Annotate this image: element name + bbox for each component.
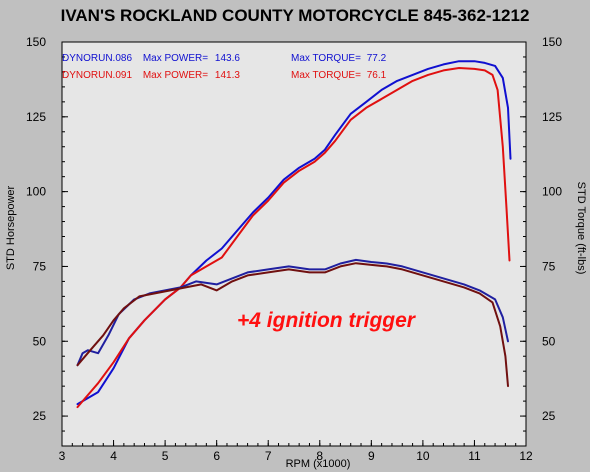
ignition-trigger-annotation: +4 ignition trigger <box>237 309 417 332</box>
y-tick-label: 100 <box>26 185 46 199</box>
svg-text:Max TORQUE= 76.1: Max TORQUE= 76.1 <box>291 70 387 81</box>
y2-tick-label: 150 <box>542 35 562 49</box>
legend-power-1: 143.6 <box>215 53 240 64</box>
x-tick-label: 3 <box>59 449 66 463</box>
y-tick-label: 75 <box>33 259 47 273</box>
y2-tick-label: 125 <box>542 110 562 124</box>
x-tick-label: 12 <box>519 449 533 463</box>
y-axis-label: STD Horsepower <box>5 185 17 270</box>
x-tick-label: 11 <box>468 449 481 463</box>
x-axis-ticks: 3 4 5 6 7 8 9 10 11 12 <box>59 440 533 463</box>
legend-power-label-1: Max POWER= <box>143 53 208 64</box>
y2-tick-label: 75 <box>542 259 556 273</box>
legend-torque-1: 77.2 <box>367 53 387 64</box>
power-curve-run-091 <box>76 67 511 409</box>
plot-area <box>61 41 527 447</box>
y-tick-label: 50 <box>33 334 47 348</box>
x-axis-label: RPM (x1000) <box>286 458 351 470</box>
y-axis-ticks: 25 50 75 100 125 150 <box>26 35 68 447</box>
legend-power-2: 141.3 <box>215 70 240 81</box>
x-tick-label: 7 <box>265 449 272 463</box>
svg-text:Max TORQUE= 77.2: Max TORQUE= 77.2 <box>291 53 387 64</box>
legend-torque-label-1: Max TORQUE= <box>291 53 361 64</box>
y2-tick-label: 100 <box>542 185 562 199</box>
x-tick-label: 5 <box>162 449 169 463</box>
svg-text:DYNORUN.086 Max POWER=: DYNORUN.086 Max POWER= 143.6 <box>62 53 240 64</box>
y-tick-label: 25 <box>33 409 47 423</box>
legend-torque-label-2: Max TORQUE= <box>291 70 361 81</box>
y2-axis-ticks: 25 50 75 100 125 150 <box>520 35 562 447</box>
svg-text:DYNORUN.091 Max POWER=: DYNORUN.091 Max POWER= 141.3 <box>62 70 240 81</box>
legend-torque-2: 76.1 <box>367 70 387 81</box>
y2-axis-label: STD Torque (ft-lbs) <box>575 182 587 275</box>
x-tick-label: 4 <box>110 449 117 463</box>
legend-run-1: DYNORUN.086 <box>62 53 132 64</box>
y-tick-label: 150 <box>26 35 46 49</box>
legend: DYNORUN.086 Max POWER= 143.6 Max TORQUE=… <box>62 53 387 81</box>
y-tick-label: 125 <box>26 110 46 124</box>
x-tick-label: 10 <box>416 449 430 463</box>
torque-curve-run-091 <box>76 262 509 388</box>
legend-power-label-2: Max POWER= <box>143 70 208 81</box>
y2-tick-label: 25 <box>542 409 556 423</box>
y2-tick-label: 50 <box>542 334 556 348</box>
chart-title: IVAN'S ROCKLAND COUNTY MOTORCYCLE 845-36… <box>61 6 530 25</box>
x-tick-label: 9 <box>368 449 375 463</box>
x-tick-label: 6 <box>213 449 220 463</box>
legend-run-2: DYNORUN.091 <box>62 70 132 81</box>
x-tick-label: 8 <box>316 449 323 463</box>
series-lines <box>76 60 512 409</box>
